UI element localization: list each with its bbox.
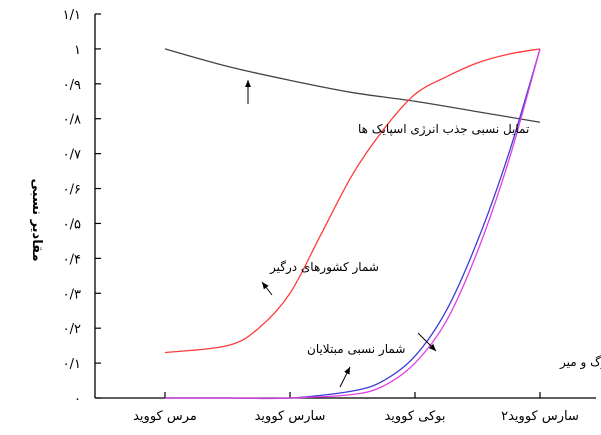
annotation-label-energy: تمایل نسبی جذب انرژی اسپایک ها [358,122,529,137]
series-group [164,48,541,400]
annotation-label-infected: شمار نسبی مبتلایان [307,342,405,357]
y-tick-label: ۰/۳ [63,287,81,302]
annotation-arrowhead-energy [245,80,251,87]
plot-frame [94,14,596,399]
x-tick-label: بوکی کووید [384,409,445,424]
y-axis-label: مقادیر نسبی [29,178,44,261]
y-tick-label: ۱ [74,43,81,58]
x-tick-label: مرس کووید [133,409,197,424]
series-line-deaths [165,48,541,399]
series-line-countries [164,48,541,354]
y-axis: ۰ ۰/۱ ۰/۲ ۰/۳ ۰/۴ ۰/۵ ۰/۶ ۰/۷ ۰/۸ ۰/۹ ۱ ۱/۱ [63,8,101,407]
y-tick-label: ۰/۵ [63,217,81,232]
x-tick-label: سارس کووید [255,409,326,424]
y-tick-label: ۰/۹ [63,78,81,93]
y-tick-label: ۰/۱ [63,357,81,372]
annotation-arrowhead-infected [344,367,350,375]
annotation-label-deaths: شمار نسبی مرگ و میر [559,355,601,370]
y-tick-label: ۰/۴ [63,252,81,267]
y-tick-label: ۰/۷ [63,148,81,163]
x-tick-label: سارس کووید۲ [501,409,579,424]
annotation-arrowhead-countries [262,282,269,290]
y-tick-label: ۰/۲ [63,322,81,337]
y-tick-label: ۱/۱ [63,8,81,23]
y-tick-label: ۰ [74,392,81,407]
annotation-arrowhead-deaths [428,343,436,351]
y-tick-label: ۰/۸ [63,113,81,128]
annotation-group: تمایل نسبی جذب انرژی اسپایک ها شمار کشوره… [245,80,601,388]
annotation-label-countries: شمار کشورهای درگیر [269,260,379,275]
x-axis: مرس کووید سارس کووید بوکی کووید سارس کووید۲ [133,392,579,424]
y-tick-label: ۰/۶ [63,183,81,198]
series-line-energy [164,48,541,123]
